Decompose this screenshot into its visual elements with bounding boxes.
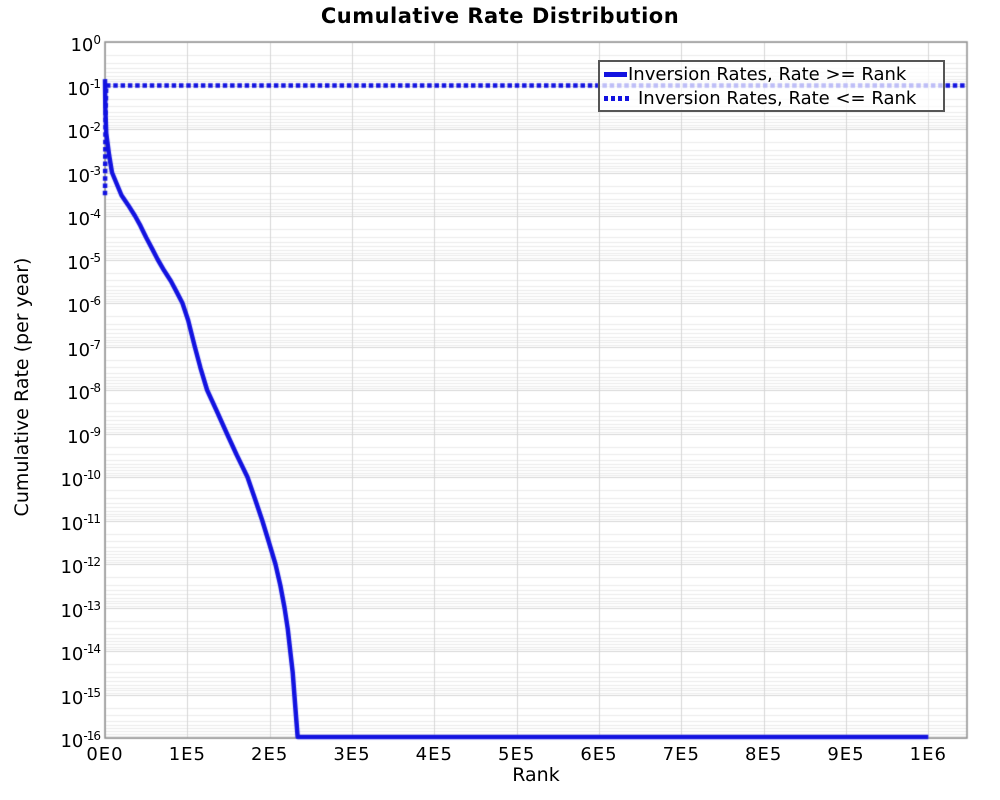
y-tick-label-10e-8: 10-8: [67, 381, 101, 404]
y-tick-label-10e-9: 10-9: [67, 424, 101, 448]
legend-swatch-solid-line-icon: [604, 71, 627, 77]
x-axis-title: Rank: [512, 764, 560, 786]
legend-entry-rate-ge-rank: Inversion Rates, Rate >= Rank: [604, 62, 943, 86]
x-tick-label-8E5: 8E5: [745, 744, 783, 765]
x-tick-label-3E5: 3E5: [333, 744, 371, 765]
x-tick-label-7E5: 7E5: [662, 744, 700, 765]
legend-label-rate-ge-rank: Inversion Rates, Rate >= Rank: [628, 63, 907, 85]
x-tick-label-1E5: 1E5: [168, 744, 206, 765]
y-tick-label-10e-5: 10-5: [67, 250, 101, 274]
y-tick-label-10e-15: 10-15: [60, 685, 100, 709]
y-tick-label-10e-4: 10-4: [67, 207, 101, 230]
x-tick-label-6E5: 6E5: [580, 744, 618, 765]
y-tick-label-10e-10: 10-10: [60, 468, 100, 491]
chart-title: Cumulative Rate Distribution: [320, 4, 680, 28]
legend-label-rate-le-rank: Inversion Rates, Rate <= Rank: [638, 87, 917, 109]
x-tick-label-9E5: 9E5: [827, 744, 865, 765]
y-tick-label-10e-6: 10-6: [67, 294, 101, 317]
y-tick-label-10e0: 100: [70, 33, 100, 56]
x-tick-label-4E5: 4E5: [415, 744, 453, 765]
y-tick-label-10e-14: 10-14: [60, 642, 100, 665]
y-tick-label-10e-11: 10-11: [60, 511, 100, 535]
y-tick-label-10e-7: 10-7: [67, 337, 101, 361]
x-tick-label-0E0: 0E0: [86, 744, 124, 765]
y-tick-label-10e-13: 10-13: [60, 598, 100, 622]
x-tick-label-5E5: 5E5: [498, 744, 536, 765]
y-tick-label-10e-1: 10-1: [67, 76, 101, 100]
legend: Inversion Rates, Rate >= Rank Inversion …: [598, 60, 945, 112]
y-tick-label-10e-12: 10-12: [60, 555, 100, 578]
legend-entry-rate-le-rank: Inversion Rates, Rate <= Rank: [604, 86, 943, 110]
y-tick-label-10e-3: 10-3: [67, 163, 101, 187]
legend-swatch-dotted-line-icon: [604, 95, 631, 101]
x-tick-label-1E6: 1E6: [909, 744, 947, 765]
x-tick-label-2E5: 2E5: [251, 744, 289, 765]
y-tick-label-10e-16: 10-16: [60, 729, 100, 752]
y-tick-label-10e-2: 10-2: [67, 120, 101, 143]
